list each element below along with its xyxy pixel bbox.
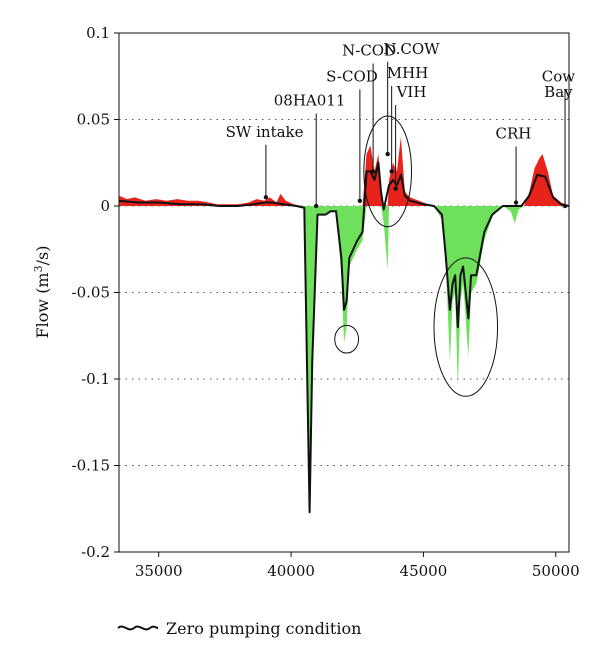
y-tick-label-2: 0 xyxy=(100,197,110,215)
y-tick-label-0: 0.1 xyxy=(86,24,110,42)
annotation-dot-0 xyxy=(263,195,269,200)
x-tick-label-2: 45000 xyxy=(400,562,448,580)
zero-pumping-line xyxy=(119,161,569,514)
x-tick-label-3: 50000 xyxy=(532,562,580,580)
annotation-label-1: 08HA011 xyxy=(274,92,346,110)
y-tick-label-5: -0.15 xyxy=(72,457,110,475)
negative-flow-area xyxy=(119,206,569,514)
highlight-ellipse-1 xyxy=(334,324,360,354)
y-tick-label-4: -0.1 xyxy=(81,370,110,388)
annotation-label-5: MHH xyxy=(387,64,429,82)
y-axis-label: Flow (m3/s) xyxy=(32,246,52,339)
positive-flow-area xyxy=(119,136,569,206)
x-tick-label-0: 35000 xyxy=(135,562,183,580)
y-tick-label-3: -0.05 xyxy=(72,284,110,302)
legend: Zero pumping condition xyxy=(117,619,361,638)
annotation-label-2: S-COD xyxy=(326,67,378,85)
annotation-label-0: SW intake xyxy=(226,123,304,141)
y-axis-ticks: 0.1 0.05 0 -0.05 -0.1 -0.15 -0.2 xyxy=(72,24,119,561)
annotation-dot-3 xyxy=(370,169,376,174)
annotation-label-4: N.COW xyxy=(383,40,440,58)
annotation-dot-8 xyxy=(562,203,568,209)
y-tick-label-1: 0.05 xyxy=(77,111,110,129)
annotation-dot-7 xyxy=(513,200,519,205)
series-lines xyxy=(119,161,569,514)
annotation-dot-4 xyxy=(385,151,390,157)
annotation-label-3: N-COD xyxy=(342,41,396,59)
annotation-dot-2 xyxy=(357,198,363,204)
annotation-label-8: Cow xyxy=(542,67,576,85)
y-tick-label-6: -0.2 xyxy=(81,543,110,561)
annotation-label-9: Bay xyxy=(544,83,573,101)
annotation-dot-1 xyxy=(314,203,319,209)
annotation-dot-5 xyxy=(389,169,394,174)
annotation-label-7: CRH xyxy=(495,125,531,143)
highlight-ellipse-2 xyxy=(433,257,499,397)
annotation-dot-6 xyxy=(393,186,398,191)
legend-label: Zero pumping condition xyxy=(166,619,361,638)
annotation-label-6: VIH xyxy=(396,83,427,101)
legend-line-swatch xyxy=(117,625,159,631)
x-axis-ticks: 35000 40000 45000 50000 xyxy=(135,552,580,580)
x-tick-label-1: 40000 xyxy=(267,562,315,580)
